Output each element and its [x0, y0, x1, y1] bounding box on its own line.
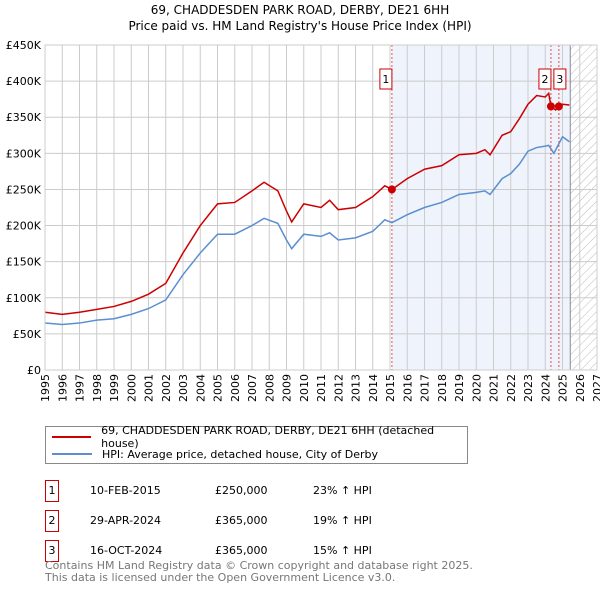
sale-price: £365,000	[215, 544, 268, 557]
sale-label: 3	[556, 73, 563, 86]
x-tick-label: 2009	[281, 374, 294, 402]
x-tick-label: 2016	[401, 374, 414, 402]
x-tick-label: 2017	[419, 374, 432, 402]
y-tick-label: £200K	[6, 220, 42, 233]
legend-swatch	[52, 436, 92, 438]
x-tick-label: 2024	[539, 374, 552, 402]
y-tick-label: £100K	[6, 292, 42, 305]
x-tick-label: 2008	[263, 374, 276, 402]
x-tick-label: 2014	[367, 374, 380, 402]
legend-label: HPI: Average price, detached house, City…	[102, 447, 379, 461]
sale-number-badge: 3	[45, 540, 59, 562]
sale-price: £365,000	[215, 514, 268, 527]
x-tick-label: 2004	[194, 374, 207, 402]
sale-date: 29-APR-2024	[90, 514, 162, 527]
x-tick-label: 1998	[91, 374, 104, 402]
x-tick-label: 2003	[177, 374, 190, 402]
x-tick-label: 2027	[591, 374, 600, 402]
sale-label: 1	[382, 73, 389, 86]
y-tick-label: £400K	[6, 75, 42, 88]
y-tick-label: £350K	[6, 111, 42, 124]
sale-row: 3 16-OCT-2024 £365,000 15% ↑ HPI	[45, 540, 445, 562]
sale-hpi-diff: 15% ↑ HPI	[313, 544, 372, 557]
x-tick-label: 1999	[108, 374, 121, 402]
x-tick-label: 1996	[56, 374, 69, 402]
sale-price: £250,000	[215, 484, 268, 497]
x-tick-label: 2002	[160, 374, 173, 402]
footer-copyright: Contains HM Land Registry data © Crown c…	[45, 559, 473, 572]
y-tick-label: £150K	[6, 256, 42, 269]
legend-item-property: 69, CHADDESDEN PARK ROAD, DERBY, DE21 6H…	[52, 424, 467, 450]
x-tick-label: 2022	[505, 374, 518, 402]
sale-hpi-diff: 23% ↑ HPI	[313, 484, 372, 497]
legend: 69, CHADDESDEN PARK ROAD, DERBY, DE21 6H…	[45, 424, 468, 464]
line-chart: 1995 1996 1997 1998 1999 2000 2001 2002 2003 2004…	[6, 39, 600, 402]
x-tick-label: 2015	[384, 374, 397, 402]
sale-point	[387, 185, 396, 194]
x-tick-label: 2013	[350, 374, 363, 402]
chart-subtitle: Price paid vs. HM Land Registry's House …	[128, 19, 472, 33]
x-tick-label: 2005	[212, 374, 225, 402]
x-tick-label: 2023	[522, 374, 535, 402]
sale-row: 1 10-FEB-2015 £250,000 23% ↑ HPI	[45, 480, 445, 502]
x-tick-label: 2020	[470, 374, 483, 402]
legend-label: 69, CHADDESDEN PARK ROAD, DERBY, DE21 6H…	[101, 424, 435, 450]
footer-licence: This data is licensed under the Open Gov…	[45, 571, 396, 584]
sale-date: 16-OCT-2024	[90, 544, 163, 557]
shaded-region	[391, 45, 571, 370]
y-tick-label: £300K	[6, 147, 42, 160]
plot-frame	[44, 44, 598, 371]
sale-hpi-diff: 19% ↑ HPI	[313, 514, 372, 527]
x-tick-label: 2001	[143, 374, 156, 402]
x-tick-label: 2021	[488, 374, 501, 402]
chart-title: 69, CHADDESDEN PARK ROAD, DERBY, DE21 6H…	[150, 3, 450, 17]
sale-row: 2 29-APR-2024 £365,000 19% ↑ HPI	[45, 510, 445, 532]
x-tick-label: 2019	[453, 374, 466, 402]
sale-label: 2	[541, 73, 548, 86]
forecast-hatch	[570, 45, 597, 370]
x-tick-label: 2006	[229, 374, 242, 402]
x-tick-label: 2012	[332, 374, 345, 402]
y-tick-label: £250K	[6, 183, 42, 196]
sale-number-badge: 1	[45, 480, 59, 502]
series-line	[44, 91, 570, 316]
y-tick-label: £0	[27, 364, 41, 377]
sale-date: 10-FEB-2015	[90, 484, 161, 497]
x-tick-label: 2026	[574, 374, 587, 402]
x-tick-label: 2025	[557, 374, 570, 402]
x-tick-label: 1997	[74, 374, 87, 402]
y-tick-label: £50K	[13, 328, 42, 341]
sale-number-badge: 2	[45, 510, 59, 532]
x-tick-label: 2007	[246, 374, 259, 402]
series-line	[44, 135, 570, 326]
x-tick-label: 2018	[436, 374, 449, 402]
legend-item-hpi: HPI: Average price, detached house, City…	[52, 446, 378, 462]
x-tick-label: 1995	[39, 374, 52, 402]
x-tick-label: 2011	[315, 374, 328, 402]
sale-point	[546, 102, 555, 111]
y-tick-label: £450K	[6, 39, 42, 52]
x-tick-label: 2000	[125, 374, 138, 402]
sale-label-box	[553, 68, 567, 90]
sale-label-box	[538, 68, 552, 90]
sale-label-box	[379, 68, 393, 90]
sale-point	[554, 102, 563, 111]
x-tick-label: 2010	[298, 374, 311, 402]
legend-swatch	[52, 453, 92, 455]
